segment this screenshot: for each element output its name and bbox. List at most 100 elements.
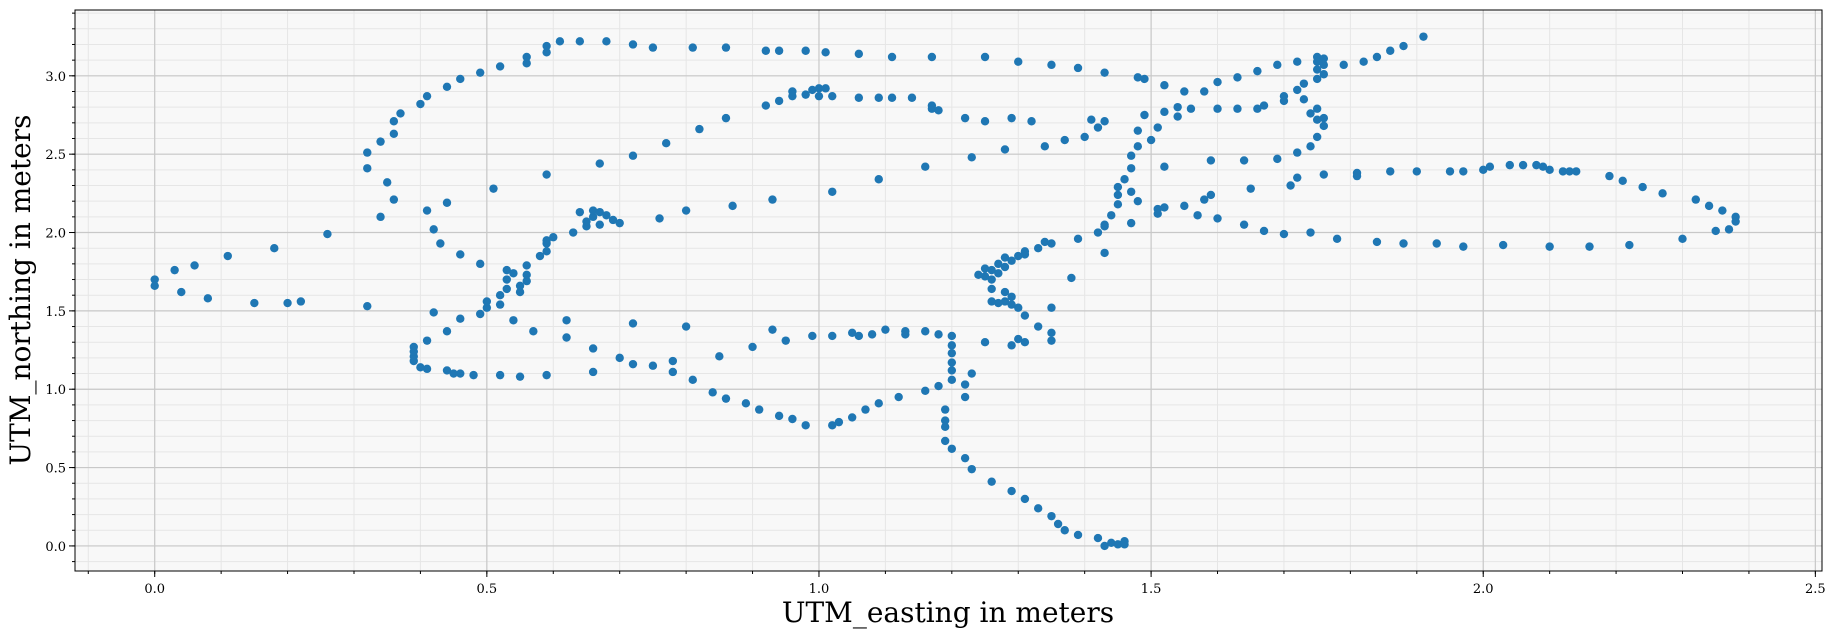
data-point	[422, 91, 432, 101]
data-point	[456, 369, 465, 378]
data-point	[761, 101, 771, 110]
data-point	[1180, 201, 1189, 211]
data-point	[847, 413, 857, 422]
data-point	[1605, 171, 1614, 181]
data-point	[721, 113, 731, 123]
data-point	[1505, 160, 1514, 170]
data-point	[1093, 533, 1103, 543]
data-point	[874, 175, 883, 184]
data-point	[1279, 91, 1289, 101]
data-point	[994, 269, 1003, 278]
data-point	[1213, 77, 1222, 87]
data-point	[1312, 57, 1322, 66]
data-point	[1014, 251, 1023, 261]
data-point	[655, 214, 664, 223]
data-point	[1319, 121, 1329, 131]
data-point	[947, 358, 957, 367]
data-point	[396, 109, 405, 118]
data-point	[628, 359, 638, 369]
data-point	[502, 265, 511, 275]
data-point	[475, 68, 485, 77]
data-point	[475, 259, 485, 269]
data-point	[728, 201, 737, 211]
data-point	[967, 369, 976, 378]
data-point	[602, 211, 611, 220]
data-point	[828, 91, 837, 101]
data-point	[801, 90, 810, 99]
data-point	[1047, 239, 1056, 248]
data-point	[1319, 170, 1329, 179]
data-point	[1073, 234, 1083, 243]
data-point	[994, 259, 1003, 269]
data-point	[980, 117, 990, 126]
data-point	[442, 82, 452, 91]
data-point	[595, 220, 604, 229]
data-point	[1286, 181, 1295, 190]
data-point	[1253, 104, 1262, 113]
data-point	[994, 298, 1003, 308]
data-point	[1020, 247, 1030, 256]
data-point	[456, 74, 465, 84]
data-point	[947, 348, 957, 358]
data-point	[1126, 151, 1136, 160]
data-point	[542, 370, 551, 380]
y-tick-label: 2.5	[45, 148, 66, 163]
data-point	[442, 327, 452, 336]
data-point	[1073, 530, 1083, 540]
y-tick-label: 1.5	[45, 305, 66, 320]
data-point	[495, 291, 505, 300]
data-point	[628, 40, 638, 49]
data-point	[595, 159, 604, 168]
data-point	[947, 366, 957, 375]
data-point	[389, 195, 399, 204]
data-point	[1133, 196, 1143, 206]
data-point	[721, 394, 731, 403]
data-point	[921, 162, 930, 171]
data-point	[595, 207, 604, 217]
data-point	[1372, 52, 1382, 62]
data-point	[947, 375, 957, 385]
data-point	[1200, 87, 1209, 96]
data-point	[436, 239, 445, 248]
data-point	[1399, 41, 1408, 51]
data-point	[1140, 74, 1149, 84]
data-point	[456, 314, 465, 323]
data-point	[422, 364, 432, 374]
data-point	[628, 151, 638, 160]
data-point	[1007, 113, 1016, 123]
data-point	[887, 93, 897, 102]
data-point	[1000, 253, 1010, 262]
data-point	[608, 215, 618, 225]
data-point	[1107, 538, 1116, 547]
data-point	[1047, 511, 1056, 521]
data-point	[588, 212, 598, 222]
data-point	[1658, 189, 1667, 198]
data-point	[967, 464, 976, 474]
data-point	[1253, 66, 1262, 76]
data-point	[1312, 115, 1322, 124]
data-point	[542, 236, 551, 245]
data-point	[1312, 132, 1322, 142]
data-point	[681, 322, 691, 331]
data-point	[1731, 212, 1740, 222]
data-point	[1040, 237, 1050, 247]
data-point	[1585, 242, 1594, 251]
data-point	[1572, 167, 1581, 176]
data-point	[1047, 303, 1056, 312]
data-point	[1532, 160, 1541, 170]
data-point	[1047, 60, 1056, 70]
data-point	[1093, 228, 1103, 237]
data-point	[1419, 32, 1428, 41]
data-point	[509, 269, 518, 278]
data-point	[1126, 218, 1136, 228]
data-point	[1273, 60, 1282, 70]
data-point	[495, 370, 505, 380]
data-point	[1186, 104, 1196, 113]
data-point	[522, 59, 531, 68]
data-point	[1319, 54, 1329, 63]
data-point	[1312, 65, 1322, 74]
data-point	[542, 41, 551, 51]
data-point	[190, 261, 199, 270]
data-point	[615, 218, 624, 228]
data-point	[588, 344, 598, 353]
